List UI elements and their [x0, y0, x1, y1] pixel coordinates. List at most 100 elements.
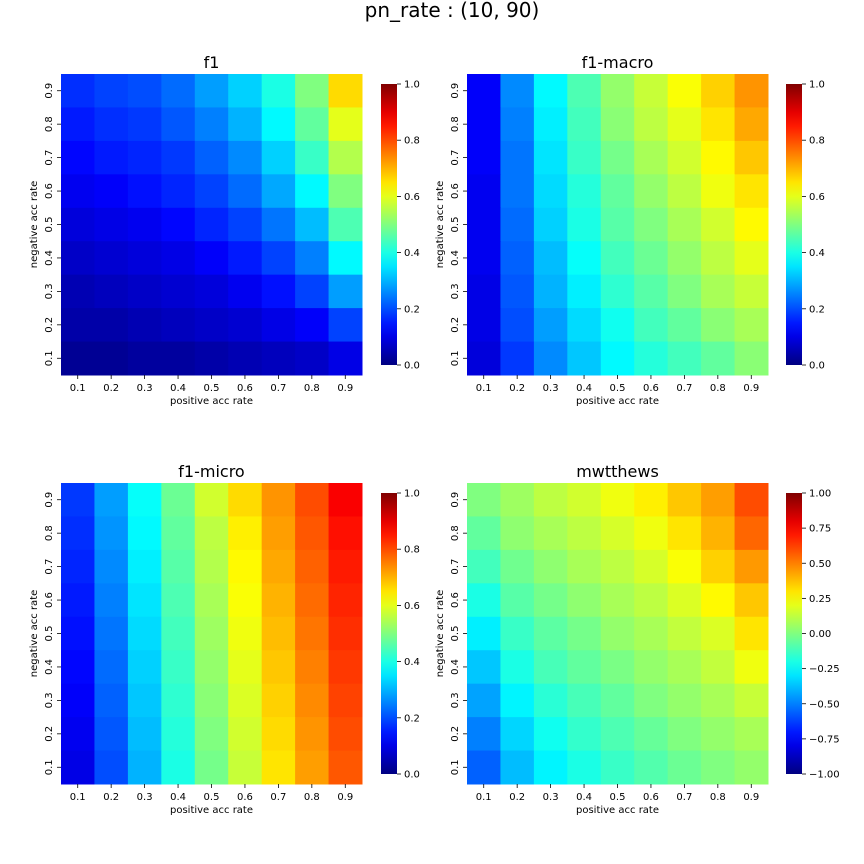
- heatmap-cell: [161, 750, 196, 785]
- heatmap-cell: [328, 174, 363, 209]
- heatmap-cell: [500, 341, 535, 376]
- colorbar-tick-label: 0.6: [404, 192, 420, 203]
- heatmap-cell: [701, 516, 736, 551]
- heatmap-cell: [734, 241, 769, 276]
- heatmap-cell: [61, 107, 95, 142]
- colorbar-tick-label: −1.00: [809, 770, 840, 781]
- heatmap-cell: [161, 140, 196, 175]
- heatmap-cell: [667, 74, 702, 108]
- heatmap-cell: [500, 308, 535, 343]
- heatmap-cell: [194, 549, 229, 584]
- heatmap-cell: [127, 750, 162, 785]
- heatmap-cell: [500, 616, 535, 651]
- heatmap-cell: [567, 750, 602, 785]
- y-tick-label: 0.8: [450, 116, 461, 132]
- x-tick-label: 0.7: [676, 383, 692, 394]
- heatmap-cell: [567, 650, 602, 685]
- heatmap-cell: [600, 341, 635, 376]
- heatmap-cell: [533, 650, 568, 685]
- heatmap-cell: [567, 207, 602, 242]
- heatmap-cell: [194, 650, 229, 685]
- x-tick-label: 0.6: [237, 792, 253, 803]
- heatmap-cell: [295, 483, 330, 517]
- heatmap-cell: [634, 483, 669, 517]
- x-tick-label: 0.3: [137, 383, 153, 394]
- heatmap-cell: [161, 207, 196, 242]
- heatmap-cell: [467, 516, 501, 551]
- panel-title: mwtthews: [576, 462, 659, 481]
- heatmap-cell: [328, 341, 363, 376]
- heatmap-cell: [600, 74, 635, 108]
- heatmap-panel: f1 0.1 0.2 0.3 0.4 0.5 0.6 0.7 0.8 0.9 0.9 0.8 0.7 0.…: [29, 53, 420, 407]
- heatmap-cell: [328, 207, 363, 242]
- heatmap-cell: [734, 717, 769, 752]
- heatmap-cell: [328, 308, 363, 343]
- heatmap-cell: [94, 107, 129, 142]
- heatmap-cell: [228, 274, 263, 309]
- heatmap-cell: [467, 583, 501, 618]
- heatmap-cell: [600, 308, 635, 343]
- heatmap-cell: [634, 650, 669, 685]
- heatmap-cell: [228, 174, 263, 209]
- heatmap-cell: [467, 274, 501, 309]
- panel-title: f1-macro: [582, 53, 654, 72]
- heatmap-cell: [228, 107, 263, 142]
- heatmap-cell: [467, 750, 501, 785]
- heatmap-cell: [194, 274, 229, 309]
- heatmap-cell: [600, 549, 635, 584]
- y-tick-label: 0.4: [450, 250, 461, 266]
- heatmap-cell: [94, 717, 129, 752]
- heatmap-cell: [701, 341, 736, 376]
- heatmap-cell: [61, 683, 95, 718]
- heatmap-cell: [228, 140, 263, 175]
- heatmap-cell: [94, 549, 129, 584]
- heatmap-cell: [127, 140, 162, 175]
- heatmap-cell: [533, 683, 568, 718]
- heatmap-cell: [734, 516, 769, 551]
- heatmap-cell: [228, 516, 263, 551]
- heatmap-cell: [328, 683, 363, 718]
- heatmap-cell: [567, 241, 602, 276]
- heatmap-cell: [634, 516, 669, 551]
- colorbar-tick-label: −0.50: [809, 699, 840, 710]
- heatmap-cell: [194, 308, 229, 343]
- y-tick-label: 0.6: [450, 183, 461, 199]
- x-tick-label: 0.2: [103, 383, 119, 394]
- heatmap-cell: [261, 341, 296, 376]
- heatmap-cell: [701, 107, 736, 142]
- heatmap-cell: [295, 341, 330, 376]
- heatmap-cell: [634, 207, 669, 242]
- heatmap-cell: [161, 549, 196, 584]
- heatmap-cell: [467, 341, 501, 376]
- heatmap-cell: [734, 308, 769, 343]
- heatmap-cell: [261, 583, 296, 618]
- heatmap-cell: [194, 107, 229, 142]
- heatmap-cell: [328, 241, 363, 276]
- x-tick-label: 0.8: [304, 383, 320, 394]
- heatmap-cell: [533, 341, 568, 376]
- y-tick-label: 0.1: [450, 350, 461, 366]
- y-axis-label: negative acc rate: [435, 181, 446, 269]
- heatmap-cell: [261, 717, 296, 752]
- y-tick-label: 0.7: [44, 559, 55, 575]
- y-tick-label: 0.5: [44, 217, 55, 233]
- heatmap-cell: [500, 74, 535, 108]
- heatmap-cell: [261, 241, 296, 276]
- heatmap-cell: [734, 583, 769, 618]
- heatmap-cell: [734, 750, 769, 785]
- panel-title: f1: [204, 53, 220, 72]
- heatmap-cell: [533, 616, 568, 651]
- colorbar-tick-label: 0.2: [809, 304, 825, 315]
- heatmap-cell: [94, 750, 129, 785]
- colorbar-tick-label: 0.0: [809, 361, 825, 372]
- heatmap-cell: [127, 717, 162, 752]
- heatmap-cell: [667, 341, 702, 376]
- heatmap-cell: [734, 274, 769, 309]
- y-tick-label: 0.9: [450, 492, 461, 508]
- y-tick-label: 0.4: [44, 250, 55, 266]
- heatmap-cell: [328, 616, 363, 651]
- y-tick-label: 0.1: [44, 350, 55, 366]
- heatmap-cell: [634, 750, 669, 785]
- heatmap-cell: [61, 616, 95, 651]
